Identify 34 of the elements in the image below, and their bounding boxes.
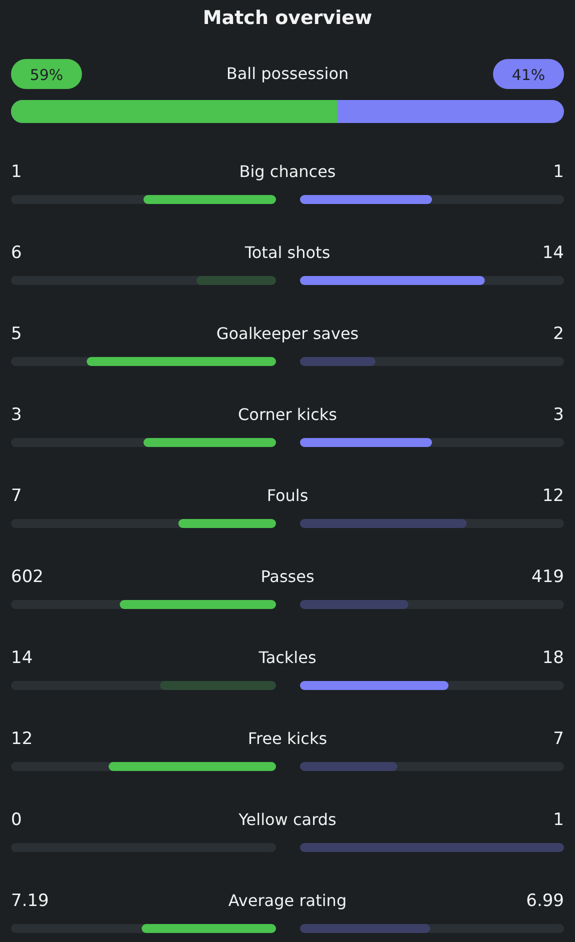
data-label: 7.19: [11, 891, 49, 911]
category-label: Corner kicks: [238, 405, 338, 424]
data-label: 18: [542, 648, 564, 668]
data-label: 7: [553, 729, 564, 749]
category-label: Ball possession: [226, 64, 349, 83]
data-label: 7: [11, 486, 22, 506]
data-label: 419: [532, 567, 564, 587]
data-label: 1: [553, 162, 564, 182]
category-label: Goalkeeper saves: [216, 324, 359, 343]
data-label: 2: [553, 324, 564, 344]
category-label: Tackles: [258, 648, 316, 667]
category-label: Yellow cards: [238, 810, 336, 829]
data-label: 602: [11, 567, 44, 587]
category-label: Fouls: [266, 486, 308, 505]
category-label: Free kicks: [248, 729, 328, 748]
data-label: 59%: [30, 66, 64, 84]
text: Match overview: [202, 7, 372, 29]
category-label: Passes: [260, 567, 314, 586]
data-label: 6: [11, 243, 22, 263]
data-label: 1: [553, 810, 564, 830]
data-label: 14: [542, 243, 564, 263]
data-label: 0: [11, 810, 22, 830]
data-label: 41%: [512, 66, 546, 84]
data-label: 6.99: [526, 891, 564, 911]
category-label: Big chances: [239, 162, 336, 181]
category-label: Average rating: [228, 891, 347, 910]
data-label: 3: [553, 405, 564, 425]
data-label: 14: [11, 648, 33, 668]
data-label: 12: [11, 729, 33, 749]
data-label: 3: [11, 405, 22, 425]
data-label: 1: [11, 162, 22, 182]
data-label: 12: [542, 486, 564, 506]
data-label: 5: [11, 324, 22, 344]
category-label: Total shots: [244, 243, 330, 262]
